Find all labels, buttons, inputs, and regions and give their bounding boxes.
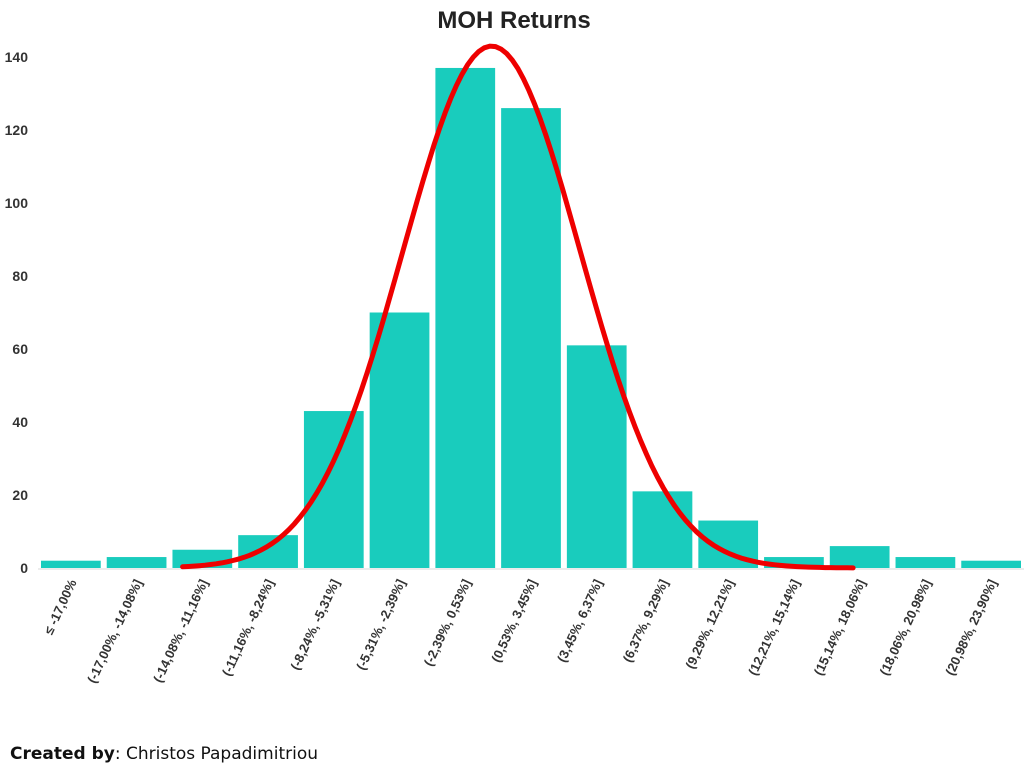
x-tick-label: (12,21%, 15,14%] bbox=[745, 577, 803, 678]
histogram-bar bbox=[895, 557, 956, 568]
x-tick-label: (-11,16%, -8,24%] bbox=[219, 577, 277, 678]
y-tick-label: 40 bbox=[12, 414, 28, 430]
credit-label: Created by bbox=[10, 744, 115, 764]
histogram-bar bbox=[106, 557, 167, 568]
y-tick-label: 120 bbox=[5, 122, 29, 138]
x-tick-label: (18,06%, 20,98%] bbox=[877, 577, 935, 678]
credit-name: : Christos Papadimitriou bbox=[114, 744, 318, 764]
histogram-bar bbox=[41, 560, 101, 568]
chart-title: MOH Returns bbox=[437, 7, 590, 34]
y-tick-label: 140 bbox=[5, 49, 29, 65]
histogram-bar bbox=[764, 557, 824, 568]
histogram-bar bbox=[369, 312, 430, 568]
x-tick-label: (-8,24%, -5,31%] bbox=[287, 577, 342, 672]
y-tick-label: 80 bbox=[12, 268, 28, 284]
histogram-bar bbox=[632, 491, 693, 568]
x-tick-label: ≤ -17,00% bbox=[41, 577, 80, 637]
x-tick-label: (-5,31%, -2,39%] bbox=[353, 577, 408, 672]
x-axis: ≤ -17,00% (-17,00%, -14,08%] (-14,08%, -11… bbox=[41, 577, 1000, 686]
y-tick-label: 60 bbox=[12, 341, 28, 357]
y-axis: 0 20 40 60 80 100 120 140 bbox=[5, 49, 29, 576]
y-tick-label: 100 bbox=[5, 195, 29, 211]
x-tick-label: (15,14%, 18,06%] bbox=[811, 577, 869, 678]
histogram-bar bbox=[435, 67, 496, 568]
histogram-bar bbox=[829, 546, 890, 568]
credit-line: Created by: Christos Papadimitriou bbox=[10, 744, 318, 764]
x-tick-label: (3,45%, 6,37%] bbox=[554, 577, 605, 665]
y-tick-label: 20 bbox=[12, 487, 28, 503]
x-tick-label: (6,37%, 9,29%] bbox=[620, 577, 671, 665]
x-tick-label: (20,98%, 23,90%] bbox=[942, 577, 1000, 678]
bars bbox=[41, 67, 1021, 568]
x-tick-label: (-2,39%, 0,53%] bbox=[421, 577, 474, 668]
y-tick-label: 0 bbox=[20, 560, 28, 576]
histogram-bar bbox=[303, 411, 364, 568]
histogram-bar bbox=[501, 108, 561, 568]
x-tick-label: (0,53%, 3,45%] bbox=[488, 577, 539, 665]
x-tick-label: (-17,00%, -14,08%] bbox=[84, 577, 145, 686]
x-tick-label: (-14,08%, -11,16%] bbox=[150, 577, 211, 685]
histogram-bar bbox=[961, 560, 1021, 568]
x-tick-label: (9,29%, 12,21%] bbox=[682, 577, 737, 671]
normal-fit-curve bbox=[180, 43, 856, 571]
histogram-bar bbox=[238, 535, 298, 568]
